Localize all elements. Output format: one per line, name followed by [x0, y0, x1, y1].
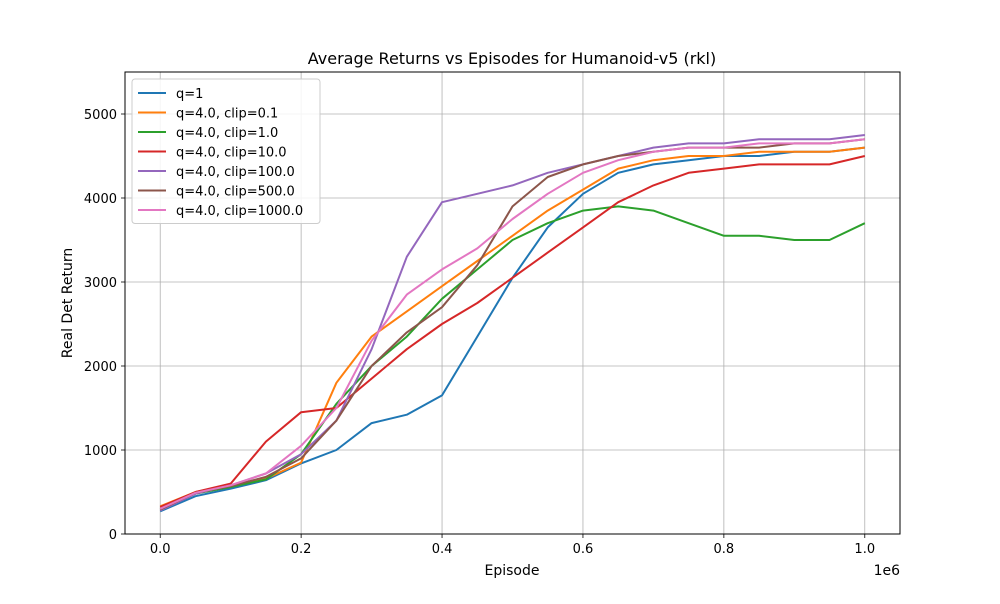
legend-label: q=1	[176, 87, 203, 102]
x-axis-label: Episode	[485, 563, 540, 579]
y-axis-label: Real Det Return	[60, 248, 76, 358]
y-tick-label: 4000	[84, 192, 117, 207]
y-tick-label: 5000	[84, 108, 117, 123]
series-line-6	[159, 138, 865, 511]
legend-label: q=4.0, clip=1000.0	[176, 204, 303, 219]
series-lines	[159, 134, 866, 513]
series-line-2	[159, 146, 865, 508]
x-tick-label: 0.4	[432, 542, 453, 557]
x-tick-label: 0.0	[150, 542, 171, 557]
legend-label: q=4.0, clip=0.1	[176, 107, 278, 122]
series-line-7	[159, 138, 865, 510]
series-line-4	[159, 155, 866, 509]
legend-label: q=4.0, clip=500.0	[176, 185, 295, 200]
legend-label: q=4.0, clip=10.0	[176, 146, 287, 161]
x-tick-label: 0.8	[714, 542, 735, 557]
y-tick-label: 2000	[84, 360, 117, 375]
x-tick-label: 1.0	[854, 542, 875, 557]
legend-label: q=4.0, clip=100.0	[176, 165, 295, 180]
x-tick-label: 0.6	[573, 542, 594, 557]
legend: q=1 q=4.0, clip=0.1 q=4.0, clip=1.0 q=4.0, …	[131, 78, 321, 224]
series-line-5	[159, 134, 865, 512]
legend-label: q=4.0, clip=1.0	[176, 126, 278, 141]
x-axis-offset-label: 1e6	[874, 563, 901, 579]
chart-title: Average Returns vs Episodes for Humanoid…	[308, 49, 716, 68]
y-tick-label: 0	[109, 528, 117, 543]
y-tick-label: 3000	[84, 276, 117, 291]
y-tick-label: 1000	[84, 444, 117, 459]
x-tick-label: 0.2	[291, 542, 312, 557]
legend-box	[131, 78, 321, 224]
axis-ticks: 0.0 0.2 0.4 0.6 0.8 1.0 0 1000 2000 3000 4000 5000	[84, 108, 875, 557]
plot-frame	[124, 71, 901, 535]
